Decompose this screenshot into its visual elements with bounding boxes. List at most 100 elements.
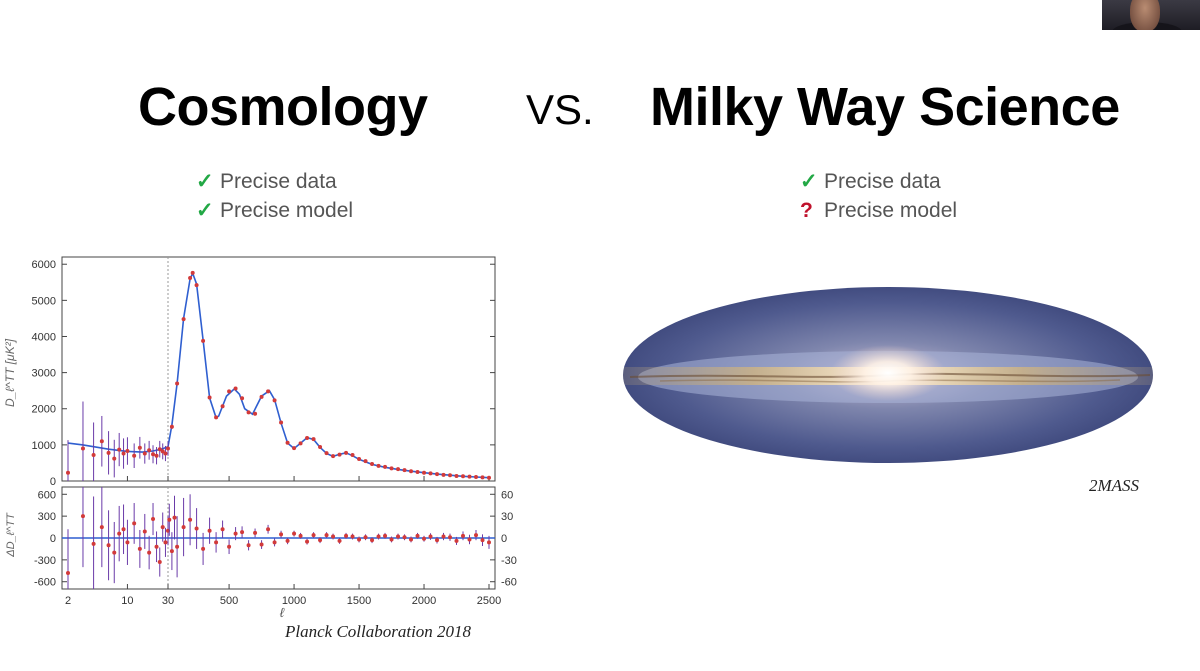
residual-point [311,533,316,538]
residual-point [266,527,271,532]
residual-point [337,538,342,543]
residual-point [467,537,472,542]
data-point [157,447,162,452]
check-row: ? Precise model [800,196,957,225]
residual-point [151,517,156,522]
data-point [160,449,165,454]
data-point [331,454,336,459]
residual-point [175,544,180,549]
milky-way-title: Milky Way Science [650,77,1120,137]
residual-point [137,546,142,551]
data-point [350,452,355,457]
residual-point [160,525,165,530]
residual-point [441,534,446,539]
residual-point [428,534,433,539]
residual-point [91,541,96,546]
main-panel: 0 1000 2000 3000 4000 5000 6000 [32,256,496,488]
residual-point [117,531,122,536]
residual-point [454,538,459,543]
data-point [227,389,232,394]
residual-point [181,525,186,530]
residual-tick-label: -600 [34,577,56,589]
data-point [344,450,349,455]
residual-right-tick-label: 30 [501,511,513,523]
residual-point [350,534,355,539]
residual-point [157,560,162,565]
speaker-face [1130,0,1160,30]
data-point [389,466,394,471]
x-tick-label: 2000 [412,595,436,607]
residual-point [201,546,206,551]
data-point [181,317,186,322]
residual-point [233,531,238,536]
residual-point [99,525,104,530]
data-point [80,446,85,451]
residual-point [422,536,427,541]
data-point [240,396,245,401]
x-tick-label: 1000 [282,595,306,607]
residual-point [207,528,212,533]
residual-point [480,538,485,543]
residual-point [357,537,362,542]
data-point [142,451,147,456]
residual-point [272,540,277,545]
residual-tick-label: 0 [50,533,56,545]
data-point [467,474,472,479]
data-point [112,456,117,461]
data-point [272,398,277,403]
data-point [220,404,225,409]
data-point [147,448,152,453]
residual-point [402,535,407,540]
residual-point [376,534,381,539]
residual-point [80,514,85,519]
x-tick-label: 30 [162,595,174,607]
check-row: ✓ Precise model [196,196,353,225]
check-icon: ✓ [800,170,818,193]
data-point [285,440,290,445]
check-text: Precise model [220,199,354,222]
residual-point [389,537,394,542]
data-point [383,464,388,469]
y-axis-label: D_ℓ^TT [μK²] [3,338,17,407]
milky-way-2mass-image [623,287,1153,463]
data-point [298,441,303,446]
x-tick-label: 2500 [477,595,501,607]
data-point [435,472,440,477]
residual-right-tick-label: 0 [501,533,507,545]
data-point [441,472,446,477]
x-axis-label: ℓ [280,605,285,620]
residual-point [292,531,297,536]
galactic-bulge [830,345,946,401]
check-row: ✓ Precise data [800,167,957,196]
data-point [357,456,362,461]
milky-way-checklist: ✓ Precise data ? Precise model [800,167,957,225]
x-tick-label: 1500 [347,595,371,607]
residual-point [214,540,219,545]
check-text: Precise data [220,170,337,193]
residual-point [409,537,414,542]
data-point [91,452,96,457]
y-tick-label: 1000 [32,440,56,452]
data-point [461,474,466,479]
data-point [190,270,195,275]
check-icon: ✓ [196,170,214,193]
main-plot-frame [61,256,496,482]
residual-point [259,542,264,547]
cosmology-title: Cosmology [138,77,428,137]
data-point [151,452,156,457]
residual-point [279,532,284,537]
x-tick-label: 500 [220,595,238,607]
residual-point [305,539,310,544]
data-point [311,437,316,442]
data-point [396,467,401,472]
data-point [132,453,137,458]
data-point [487,475,491,480]
data-point [292,446,297,451]
data-point [428,471,433,476]
data-point [279,420,284,425]
check-text: Precise model [824,199,958,222]
check-text: Precise data [824,170,941,193]
residual-point [227,544,232,549]
residual-y-axis-label: ΔD_ℓ^TT [5,512,17,558]
